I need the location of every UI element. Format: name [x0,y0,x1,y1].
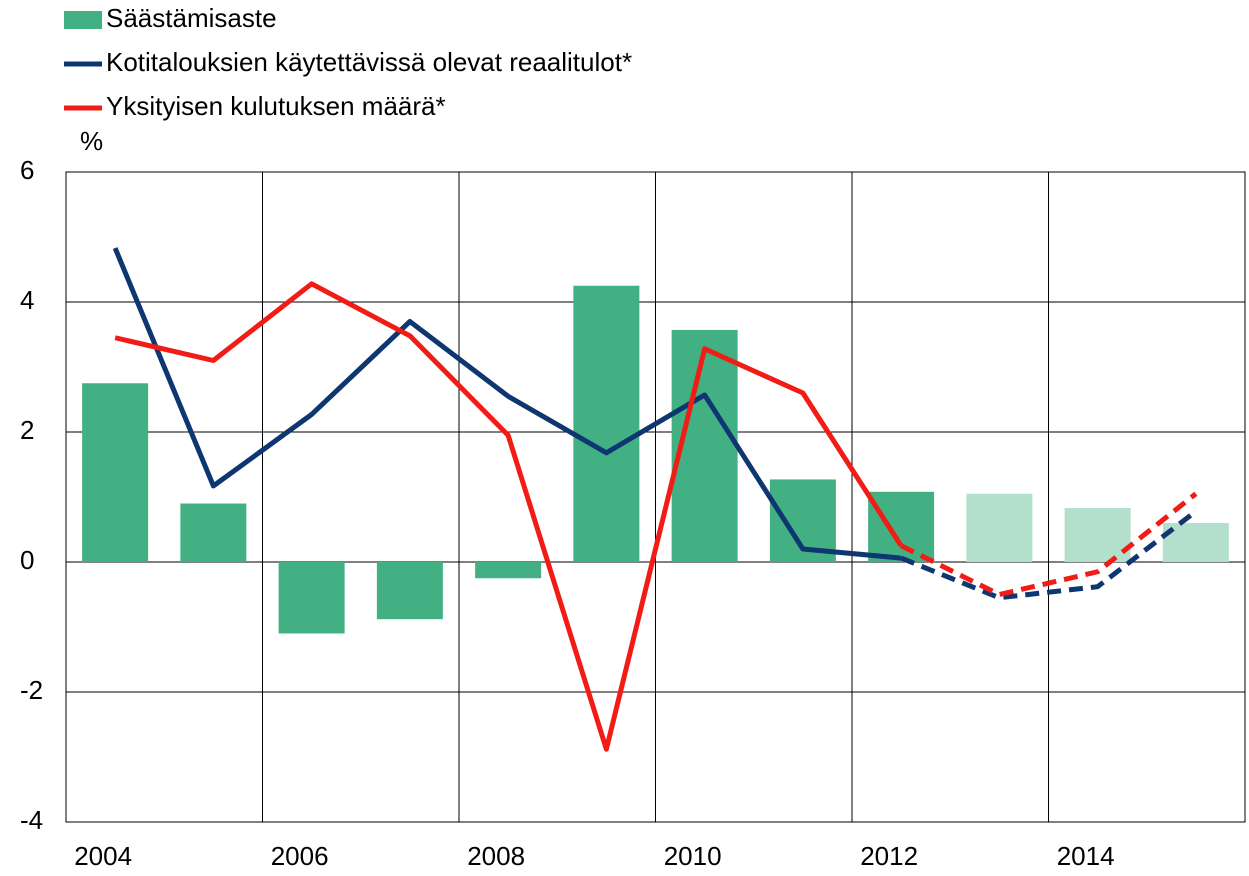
line [112,247,902,561]
y-tick-label: 6 [20,155,34,185]
bar [1162,523,1229,562]
legend-swatch [64,11,102,29]
bar [868,491,935,562]
y-tick-label: -4 [20,805,43,835]
y-tick-label: -2 [20,675,43,705]
legend-label: Yksityisen kulutuksen määrä* [106,91,446,121]
x-tick-label: 2006 [271,841,329,871]
x-tick-label: 2014 [1057,841,1115,871]
line [900,491,1198,597]
y-axis-label: % [80,126,103,156]
bar [573,285,640,562]
x-tick-label: 2010 [664,841,722,871]
y-tick-label: 4 [20,285,34,315]
line [900,509,1198,601]
bar [278,562,345,634]
x-tick-label: 2008 [467,841,525,871]
bar [180,503,247,562]
legend-label: Kotitalouksien käytettävissä olevat reaa… [106,47,632,77]
bar [82,383,149,562]
legend-label: Säästämisaste [106,3,277,33]
bar [1064,508,1131,562]
x-tick-label: 2012 [860,841,918,871]
line [114,281,904,752]
plot-frame [65,171,1246,823]
bar [966,493,1033,562]
bar [376,562,443,620]
y-tick-label: 2 [20,415,34,445]
x-tick-label: 2004 [74,841,132,871]
y-tick-label: 0 [20,545,34,575]
bar [475,562,542,579]
